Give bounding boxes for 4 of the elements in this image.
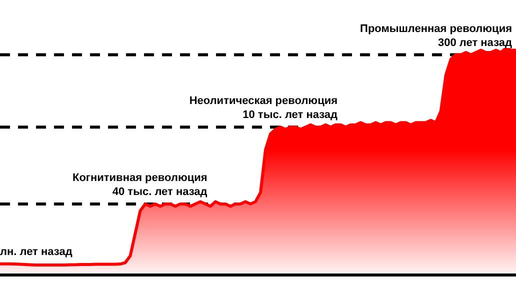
annotation: Промышленная революция 300 лет назад <box>360 22 512 49</box>
annotation: Неолитическая революция 10 тыс. лет назад <box>189 95 338 122</box>
annotation: лн. лет назад <box>0 246 72 258</box>
annotation: Когнитивная революция 40 тыс. лет назад <box>72 172 208 198</box>
